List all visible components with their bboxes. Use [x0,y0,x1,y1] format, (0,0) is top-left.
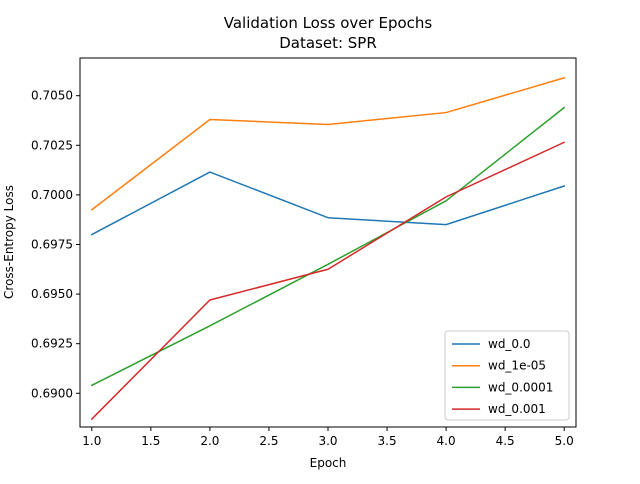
x-tick-label: 2.5 [259,434,278,448]
x-tick-label: 5.0 [555,434,574,448]
x-tick-label: 3.0 [318,434,337,448]
legend-label: wd_1e-05 [488,359,546,373]
legend-label: wd_0.0001 [488,380,553,394]
y-tick-label: 0.6975 [31,237,73,251]
x-tick-label: 3.5 [378,434,397,448]
x-tick-label: 2.0 [200,434,219,448]
y-tick-label: 0.7050 [31,89,73,103]
x-tick-label: 1.0 [82,434,101,448]
y-axis-label: Cross-Entropy Loss [2,185,16,299]
y-tick-label: 0.6925 [31,337,73,351]
x-axis-label: Epoch [310,456,347,470]
legend-label: wd_0.001 [488,402,546,416]
chart-subtitle: Dataset: SPR [279,34,377,52]
x-tick-label: 4.5 [496,434,515,448]
legend: wd_0.0 wd_1e-05 wd_0.0001 wd_0.001 [445,331,569,420]
y-tick-label: 0.7000 [31,188,73,202]
y-tick-label: 0.7025 [31,138,73,152]
x-tick-label: 1.5 [141,434,160,448]
chart-title: Validation Loss over Epochs [224,14,433,32]
legend-label: wd_0.0 [488,337,531,351]
x-tick-label: 4.0 [437,434,456,448]
y-tick-label: 0.6900 [31,386,73,400]
y-tick-label: 0.6950 [31,287,73,301]
